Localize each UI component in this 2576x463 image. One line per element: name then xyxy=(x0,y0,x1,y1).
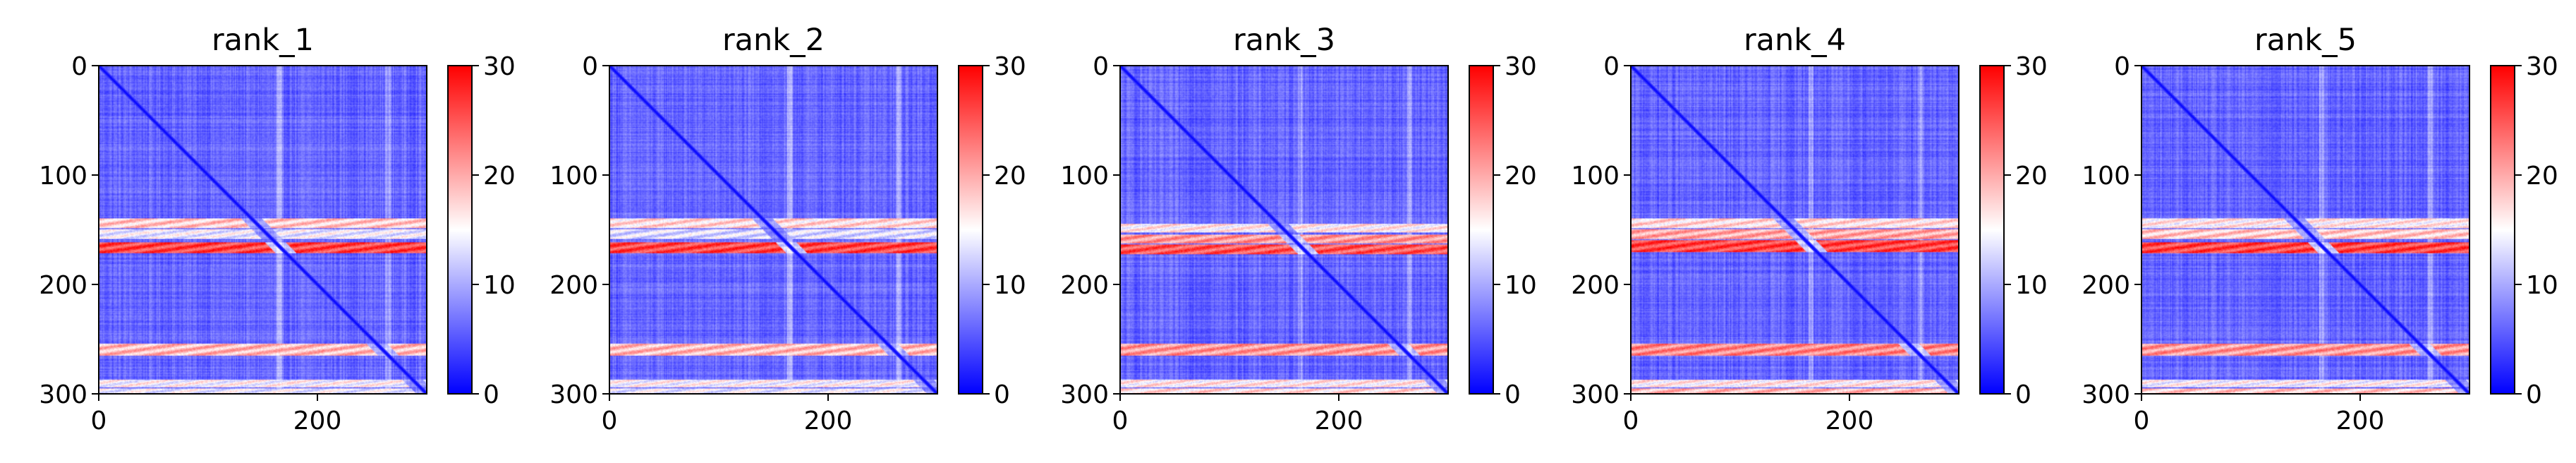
y-tick-label: 100 xyxy=(39,162,87,191)
axes-frame xyxy=(1119,65,1449,395)
y-tick-label: 300 xyxy=(1060,380,1109,409)
y-tick-label: 300 xyxy=(549,380,598,409)
colorbar-tick-label: 0 xyxy=(483,380,499,409)
y-tick-label: 200 xyxy=(1060,271,1109,300)
colorbar-tick-label: 20 xyxy=(2526,162,2558,191)
x-tick-label: 0 xyxy=(2134,407,2150,435)
colorbar-tick-label: 10 xyxy=(2526,271,2558,300)
y-tick-label: 100 xyxy=(2082,162,2130,191)
y-tick-label: 0 xyxy=(1093,52,1109,81)
y-tick-label: 100 xyxy=(1060,162,1109,191)
y-tick-label: 0 xyxy=(71,52,87,81)
y-tick-label: 100 xyxy=(1571,162,1620,191)
y-tick-label: 200 xyxy=(39,271,87,300)
colorbar-tick-label: 20 xyxy=(1505,162,1537,191)
colorbar-tick-label: 10 xyxy=(2015,271,2048,300)
y-tick-label: 300 xyxy=(2082,380,2130,409)
heatmap-image xyxy=(2141,66,2469,394)
colorbar-tick-label: 30 xyxy=(994,52,1026,81)
colorbar-tick-label: 30 xyxy=(2015,52,2048,81)
chart-title: rank_3 xyxy=(1233,23,1335,58)
x-tick-label: 0 xyxy=(1623,407,1639,435)
x-tick-label: 200 xyxy=(1315,407,1363,435)
y-tick-label: 200 xyxy=(2082,271,2130,300)
x-tick-label: 200 xyxy=(804,407,853,435)
y-tick-label: 200 xyxy=(549,271,598,300)
y-tick-label: 300 xyxy=(1571,380,1620,409)
y-tick-label: 200 xyxy=(1571,271,1620,300)
colorbar-tick-label: 0 xyxy=(994,380,1010,409)
x-tick-label: 0 xyxy=(1112,407,1129,435)
colorbar xyxy=(1469,65,1494,395)
x-tick-label: 200 xyxy=(293,407,342,435)
colorbar-tick-label: 10 xyxy=(1505,271,1537,300)
chart-title: rank_1 xyxy=(212,23,314,58)
y-tick-label: 0 xyxy=(1603,52,1620,81)
y-tick-label: 300 xyxy=(39,380,87,409)
colorbar xyxy=(2490,65,2515,395)
colorbar-tick-label: 30 xyxy=(1505,52,1537,81)
heatmap-image xyxy=(1120,66,1448,394)
colorbar xyxy=(1979,65,2005,395)
axes-frame xyxy=(2141,65,2470,395)
colorbar-tick-label: 0 xyxy=(2015,380,2031,409)
colorbar-tick-label: 20 xyxy=(483,162,516,191)
heatmap-image xyxy=(1631,66,1959,394)
colorbar-tick-label: 0 xyxy=(1505,380,1521,409)
y-tick-label: 0 xyxy=(2114,52,2130,81)
heatmap-image xyxy=(99,66,427,394)
x-tick-label: 200 xyxy=(2336,407,2385,435)
chart-title: rank_5 xyxy=(2254,23,2357,58)
y-tick-label: 100 xyxy=(549,162,598,191)
colorbar-tick-label: 20 xyxy=(994,162,1026,191)
colorbar xyxy=(447,65,473,395)
x-tick-label: 0 xyxy=(91,407,107,435)
colorbar-tick-label: 30 xyxy=(2526,52,2558,81)
colorbar-tick-label: 20 xyxy=(2015,162,2048,191)
y-tick-label: 0 xyxy=(582,52,598,81)
axes-frame xyxy=(1630,65,1960,395)
colorbar-tick-label: 0 xyxy=(2526,380,2542,409)
colorbar-tick-label: 30 xyxy=(483,52,516,81)
colorbar xyxy=(958,65,983,395)
x-tick-label: 200 xyxy=(1825,407,1874,435)
chart-title: rank_4 xyxy=(1744,23,1846,58)
chart-title: rank_2 xyxy=(722,23,825,58)
axes-frame xyxy=(98,65,427,395)
colorbar-tick-label: 10 xyxy=(483,271,516,300)
colorbar-tick-label: 10 xyxy=(994,271,1026,300)
x-tick-label: 0 xyxy=(602,407,618,435)
heatmap-image xyxy=(609,66,937,394)
axes-frame xyxy=(609,65,938,395)
